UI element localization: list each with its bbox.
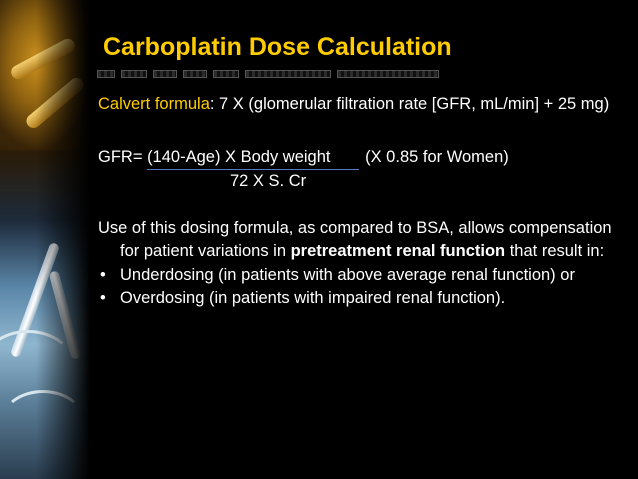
deco-segment — [153, 70, 177, 78]
bullet-item: • Underdosing (in patients with above ave… — [98, 264, 628, 288]
gfr-note: (X 0.85 for Women) — [365, 147, 509, 166]
usage-outro: that result in: — [505, 242, 605, 260]
bullet-text: Underdosing (in patients with above aver… — [120, 265, 575, 284]
bullet-list: • Underdosing (in patients with above ave… — [98, 264, 628, 311]
slide-title: Carboplatin Dose Calculation — [103, 33, 452, 61]
bullet-marker: • — [100, 289, 106, 307]
deco-segment — [183, 70, 207, 78]
slide-body: Calvert formula: 7 X (glomerular filtrat… — [98, 93, 628, 311]
gfr-lead: GFR= — [98, 147, 148, 166]
medical-collage-image — [0, 0, 96, 479]
bullet-item: • Overdosing (in patients with impaired r… — [98, 287, 628, 311]
deco-segment — [245, 70, 331, 78]
usage-intro: Use of this dosing formula, as compared … — [98, 218, 612, 261]
deco-segment — [337, 70, 439, 78]
bullet-text: Overdosing (in patients with impaired re… — [120, 289, 506, 307]
bullet-marker: • — [100, 265, 106, 284]
photo-fade — [36, 0, 96, 479]
deco-segment — [121, 70, 147, 78]
calvert-formula: Calvert formula: 7 X (glomerular filtrat… — [98, 93, 628, 117]
usage-paragraph: Use of this dosing formula, as compared … — [98, 217, 628, 264]
title-decoration — [97, 70, 439, 78]
calvert-text: : 7 X (glomerular filtration rate [GFR, … — [209, 95, 610, 113]
calvert-label: Calvert formula — [98, 95, 210, 113]
usage-bold: pretreatment renal function — [290, 242, 506, 260]
gfr-formula: GFR= (140-Age) X Body weight (X 0.85 for… — [98, 146, 628, 170]
gfr-numerator: (140-Age) X Body weight — [147, 146, 359, 170]
gfr-denominator: 72 X S. Cr — [230, 172, 307, 190]
deco-segment — [97, 70, 115, 78]
deco-segment — [213, 70, 239, 78]
